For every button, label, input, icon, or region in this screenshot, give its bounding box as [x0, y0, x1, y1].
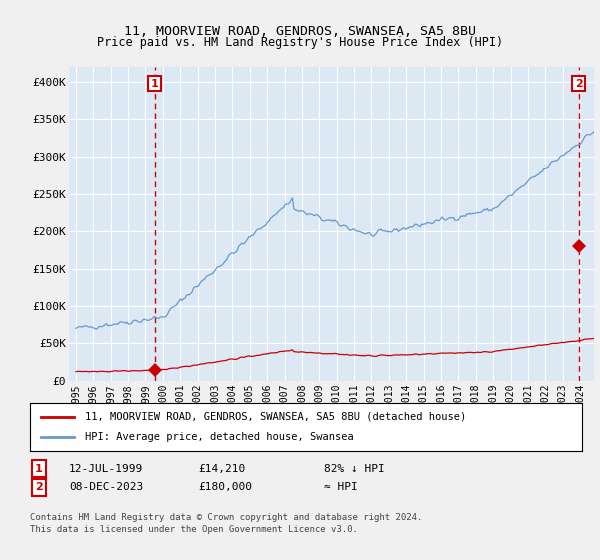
Text: 08-DEC-2023: 08-DEC-2023 [69, 482, 143, 492]
Text: 2: 2 [35, 482, 43, 492]
Text: £14,210: £14,210 [198, 464, 245, 474]
Text: Contains HM Land Registry data © Crown copyright and database right 2024.: Contains HM Land Registry data © Crown c… [30, 513, 422, 522]
Text: 11, MOORVIEW ROAD, GENDROS, SWANSEA, SA5 8BU: 11, MOORVIEW ROAD, GENDROS, SWANSEA, SA5… [124, 25, 476, 38]
Text: Price paid vs. HM Land Registry's House Price Index (HPI): Price paid vs. HM Land Registry's House … [97, 36, 503, 49]
Text: HPI: Average price, detached house, Swansea: HPI: Average price, detached house, Swan… [85, 432, 354, 442]
Text: £180,000: £180,000 [198, 482, 252, 492]
Text: 12-JUL-1999: 12-JUL-1999 [69, 464, 143, 474]
Text: 2: 2 [575, 78, 583, 88]
Text: 11, MOORVIEW ROAD, GENDROS, SWANSEA, SA5 8BU (detached house): 11, MOORVIEW ROAD, GENDROS, SWANSEA, SA5… [85, 412, 466, 422]
Text: 1: 1 [151, 78, 158, 88]
Text: 82% ↓ HPI: 82% ↓ HPI [324, 464, 385, 474]
Text: ≈ HPI: ≈ HPI [324, 482, 358, 492]
Text: 1: 1 [35, 464, 43, 474]
Text: This data is licensed under the Open Government Licence v3.0.: This data is licensed under the Open Gov… [30, 525, 358, 534]
